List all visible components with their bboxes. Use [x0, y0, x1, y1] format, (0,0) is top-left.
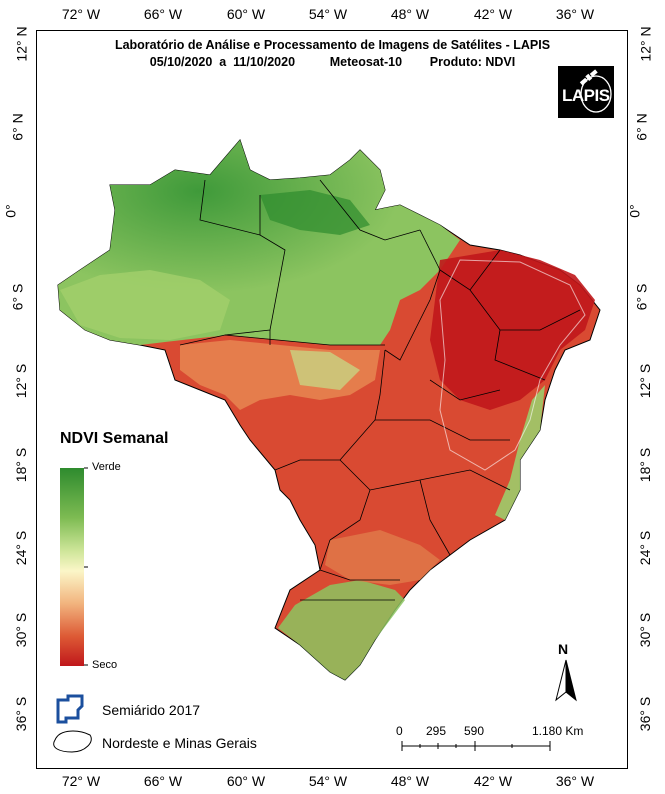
lon-label-top: 36° W	[555, 6, 595, 22]
lat-label-right: 36° S	[637, 696, 654, 732]
lon-label-bottom: 60° W	[226, 773, 266, 789]
lon-label-top: 42° W	[473, 6, 513, 22]
lon-label-bottom: 48° W	[390, 773, 430, 789]
colorbar-top-label: Verde	[92, 461, 121, 473]
lat-label-right: 30° S	[637, 612, 654, 648]
satellite-icon	[579, 69, 612, 113]
lon-label-top: 48° W	[390, 6, 430, 22]
lat-label-left: 12° S	[13, 363, 30, 399]
lat-label-left: 18° S	[13, 447, 30, 483]
logo-text: LAPIS	[562, 86, 610, 105]
lon-label-bottom: 54° W	[308, 773, 348, 789]
lat-label-right: 0°	[626, 204, 643, 218]
lon-label-top: 60° W	[226, 6, 266, 22]
lat-label-left: 6° N	[9, 113, 26, 141]
lon-label-top: 54° W	[308, 6, 348, 22]
legend-title: NDVI Semanal	[60, 430, 169, 447]
lon-label-top: 72° W	[61, 6, 101, 22]
scale-label: 1.180 Km	[532, 724, 584, 738]
lat-label-right: 24° S	[637, 530, 654, 566]
lat-label-right: 6° S	[633, 283, 650, 311]
lat-label-left: 36° S	[13, 696, 30, 732]
lon-label-bottom: 66° W	[143, 773, 183, 789]
lat-label-left: 30° S	[13, 612, 30, 648]
semiarido-label: Semiárido 2017	[102, 702, 201, 718]
map-title: Laboratório de Análise e Processamento d…	[114, 38, 551, 52]
colorbar-bottom-label: Seco	[92, 659, 118, 671]
scale-label: 590	[464, 724, 485, 738]
lon-label-bottom: 42° W	[473, 773, 513, 789]
map-subtitle: 05/10/2020 a 11/10/2020 Meteosat-10 Prod…	[149, 55, 516, 69]
lapis-logo: LAPIS	[558, 66, 614, 118]
lat-label-right: 12° S	[637, 363, 654, 399]
nordeste-label: Nordeste e Minas Gerais	[102, 735, 257, 751]
lat-label-left: 24° S	[13, 530, 30, 566]
scale-label: 0	[396, 724, 403, 738]
lon-label-bottom: 72° W	[61, 773, 101, 789]
lat-label-left: 6° S	[9, 283, 26, 311]
lon-label-top: 66° W	[143, 6, 183, 22]
lat-label-right: 6° N	[633, 113, 650, 141]
scale-label: 295	[426, 724, 447, 738]
lat-label-right: 18° S	[637, 447, 654, 483]
lon-label-bottom: 36° W	[555, 773, 595, 789]
north-label: N	[558, 641, 569, 657]
map-frame	[36, 30, 628, 769]
lat-label-left: 0°	[2, 204, 19, 218]
